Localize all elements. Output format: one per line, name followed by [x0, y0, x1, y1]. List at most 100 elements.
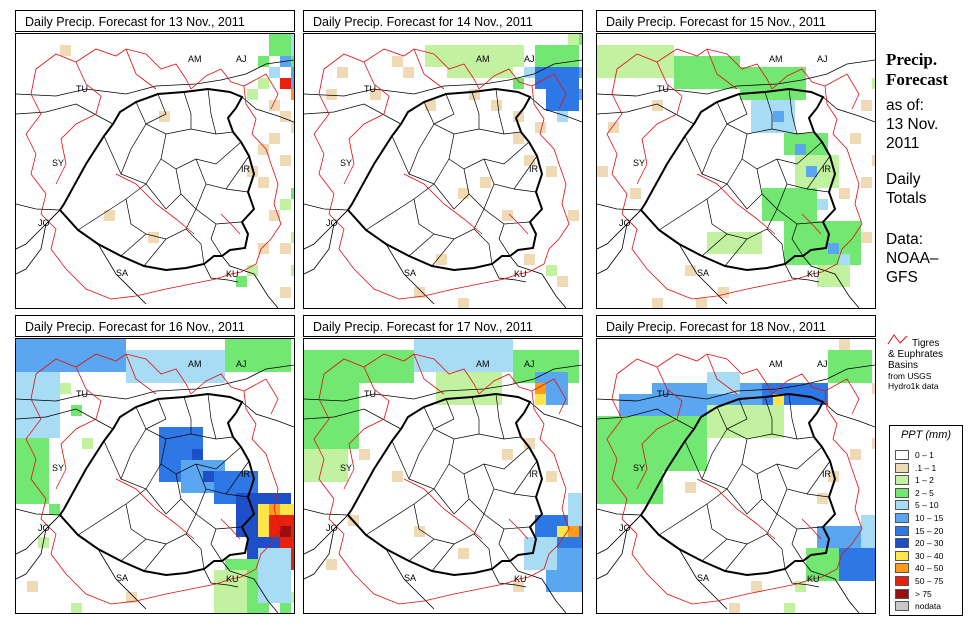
precip-cell	[579, 89, 582, 100]
province-line	[408, 463, 450, 490]
precip-cell	[641, 56, 652, 67]
precip-cell	[579, 548, 582, 559]
precip-cell	[258, 537, 269, 548]
province-line	[77, 183, 147, 231]
basin-line	[55, 61, 102, 185]
province-line	[195, 183, 242, 225]
precip-cell	[828, 559, 839, 570]
precip-cell	[181, 471, 192, 482]
precip-cell	[381, 361, 392, 372]
precip-cell	[773, 394, 784, 405]
precip-cell	[82, 339, 93, 350]
precip-cell	[71, 603, 82, 613]
precip-cell	[839, 548, 850, 559]
precip-cell	[619, 416, 630, 427]
precip-cell	[137, 361, 148, 372]
precip-cell	[392, 471, 403, 482]
precip-cell	[491, 350, 502, 361]
precip-cell	[872, 570, 875, 581]
precip-cell	[326, 438, 337, 449]
border-line	[241, 96, 294, 123]
precip-cell	[291, 559, 294, 570]
legend-label: 10 – 15	[915, 513, 944, 523]
precip-cell	[557, 526, 568, 537]
precip-cell	[817, 221, 828, 232]
precip-cell	[304, 449, 315, 460]
legend-label: 2 – 5	[915, 487, 934, 498]
country-label: AJ	[524, 359, 535, 369]
precip-cell	[326, 405, 337, 416]
precip-cell	[359, 350, 370, 361]
precip-cell	[392, 56, 403, 67]
precip-cell	[447, 361, 458, 372]
precip-cell	[817, 254, 828, 265]
precip-cell	[326, 383, 337, 394]
precip-cell	[839, 339, 850, 350]
precip-cell	[696, 405, 707, 416]
legend-row: 0 – 1	[895, 450, 961, 461]
precip-cell	[872, 383, 875, 394]
basin-line	[220, 213, 241, 235]
precip-cell	[192, 482, 203, 493]
precip-cell	[597, 471, 608, 482]
precip-cell	[828, 372, 839, 383]
precip-cell	[839, 559, 850, 570]
precip-cell	[38, 361, 49, 372]
precip-cell	[784, 210, 795, 221]
precip-cell	[326, 559, 337, 570]
precip-cell	[225, 570, 236, 581]
panel-nov15: Daily Precip. Forecast for 15 Nov., 2011…	[596, 10, 878, 310]
precip-cell	[49, 339, 60, 350]
precip-cell	[546, 67, 557, 78]
basin-label-3: Basins	[888, 360, 919, 371]
precip-cell	[236, 493, 247, 504]
precip-cell	[685, 482, 696, 493]
precip-cell	[280, 581, 291, 592]
legend-row: 50 – 75	[895, 576, 961, 587]
precip-cell	[181, 427, 192, 438]
basin-line	[801, 213, 822, 235]
precip-cell	[49, 427, 60, 438]
precip-cell	[370, 361, 381, 372]
border-line	[221, 255, 279, 308]
precip-cell	[359, 372, 370, 383]
map-svg: AM AJ TU SY IR JO SA KU	[16, 339, 294, 613]
precip-cell	[707, 416, 718, 427]
precip-cell	[568, 210, 579, 221]
precip-cell	[27, 361, 38, 372]
sidebar-as-of: as of:	[886, 97, 924, 114]
precip-cells	[326, 34, 582, 308]
basin-line	[696, 478, 776, 540]
precip-cell	[458, 548, 469, 559]
precip-cell	[269, 350, 280, 361]
precip-cell	[608, 56, 619, 67]
precip-cell	[236, 603, 247, 613]
iraq-border	[639, 392, 837, 577]
border-line	[597, 203, 642, 211]
country-label: IR	[241, 164, 251, 174]
legend-swatch	[895, 601, 909, 612]
precip-cell	[729, 232, 740, 243]
country-label: TU	[76, 389, 88, 399]
precip-cell	[38, 405, 49, 416]
province-line	[448, 438, 530, 475]
legend-row: nodata	[895, 601, 961, 612]
precip-cell	[458, 298, 469, 308]
precip-cell	[236, 276, 247, 287]
precip-cell	[546, 537, 557, 548]
basin-line	[190, 373, 282, 580]
precip-cell	[535, 537, 546, 548]
precip-cell	[751, 67, 762, 78]
precip-cell	[751, 78, 762, 89]
precip-cell	[795, 232, 806, 243]
precip-cell	[49, 416, 60, 427]
precip-cell	[502, 449, 513, 460]
precip-cell	[568, 100, 579, 111]
precip-cell	[291, 89, 294, 100]
precip-cell	[192, 350, 203, 361]
precip-cell	[258, 603, 269, 613]
precip-cell	[337, 372, 348, 383]
panel-title: Daily Precip. Forecast for 16 Nov., 2011	[15, 315, 295, 337]
border-line	[413, 59, 582, 95]
precip-cell	[619, 449, 630, 460]
